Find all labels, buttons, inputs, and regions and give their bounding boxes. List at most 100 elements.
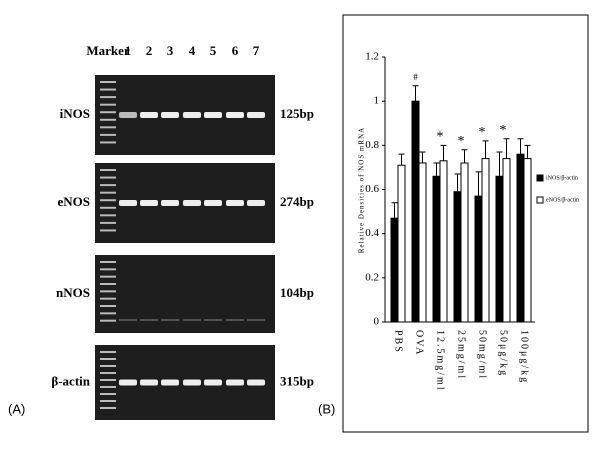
ladder-band <box>100 261 116 263</box>
ladder-band <box>100 133 116 136</box>
significance-marker: * <box>500 123 507 138</box>
lane-label: Marker <box>86 43 130 58</box>
gel-band <box>140 112 158 118</box>
gel-band <box>119 200 137 206</box>
error-bar <box>391 202 398 219</box>
ladder-band <box>100 176 116 179</box>
row-label: eNOS <box>58 194 91 209</box>
significance-marker: * <box>458 134 465 149</box>
ladder-band <box>100 169 116 171</box>
gel-band <box>247 379 265 386</box>
ladder-band <box>100 319 116 322</box>
lane-label: 4 <box>189 43 196 58</box>
gel-band <box>247 112 265 118</box>
x-tick-label: 50μg/kg <box>498 330 509 377</box>
y-axis-label: Relative Densities of NOS mRNA <box>358 127 366 253</box>
ladder-band <box>100 206 116 209</box>
legend-label: eNOS/β-actin <box>546 197 579 203</box>
gel-band <box>183 112 201 118</box>
ladder-band <box>100 126 116 129</box>
ladder-band <box>100 184 116 187</box>
ladder-band <box>100 283 116 285</box>
bar <box>481 158 490 323</box>
y-tick-label: 1 <box>374 95 380 107</box>
ladder-band <box>100 393 116 395</box>
legend-swatch <box>536 196 544 204</box>
gel-band <box>183 379 201 386</box>
x-tick-label: 12.5mg/ml <box>435 330 446 392</box>
error-bar <box>461 149 468 163</box>
size-label: 125bp <box>280 106 314 121</box>
y-tick-label: 1.2 <box>365 51 379 63</box>
error-bar <box>398 153 405 166</box>
bar <box>397 164 406 323</box>
size-label: 274bp <box>280 194 314 209</box>
panel-label: (A) <box>8 401 25 416</box>
significance-marker: # <box>413 72 418 82</box>
panel-b-frame <box>342 14 589 433</box>
gel-image <box>95 255 275 333</box>
error-bar <box>433 162 440 177</box>
error-bar <box>496 151 503 177</box>
gel-band <box>140 319 158 321</box>
ladder-band <box>100 199 116 202</box>
ladder-band <box>100 275 116 278</box>
bar <box>439 160 448 323</box>
row-label: nNOS <box>56 285 90 300</box>
bar <box>390 217 399 323</box>
ladder-band <box>100 358 116 360</box>
lane-label: 6 <box>232 43 239 58</box>
significance-marker: * <box>479 125 486 140</box>
gel-band <box>204 112 222 118</box>
legend-label: iNOS/β-actin <box>546 175 578 181</box>
gel-band <box>247 319 265 321</box>
ladder-band <box>100 305 116 307</box>
gel-band <box>140 379 158 386</box>
x-tick-label: 50mg/ml <box>477 330 488 380</box>
gel-band <box>161 112 179 118</box>
error-bar <box>412 85 419 102</box>
gel-band <box>204 379 222 386</box>
error-bar <box>482 140 489 159</box>
bar <box>516 153 525 323</box>
legend-swatch <box>536 174 544 182</box>
significance-marker: * <box>437 130 444 145</box>
ladder-band <box>100 191 116 194</box>
bar <box>502 158 511 323</box>
gel-band <box>226 200 244 206</box>
ladder-band <box>100 96 116 99</box>
ladder-band <box>100 312 116 315</box>
row-label: β-actin <box>51 373 90 388</box>
ladder-band <box>100 407 116 409</box>
y-tick-label: 0.8 <box>365 139 379 151</box>
size-label: 104bp <box>280 285 314 300</box>
ladder-band <box>100 221 116 224</box>
bar <box>432 175 441 323</box>
ladder-band <box>100 386 116 388</box>
lane-label: 2 <box>146 43 153 58</box>
bar <box>460 162 469 323</box>
ladder-band <box>100 103 116 106</box>
gel-band <box>119 112 137 118</box>
error-bar <box>475 171 482 197</box>
gel-band <box>226 319 244 321</box>
row-label: iNOS <box>60 106 90 121</box>
lane-label: 7 <box>253 43 260 58</box>
y-tick-label: 0 <box>374 316 380 328</box>
x-tick-label: 100μg/kg <box>519 330 530 384</box>
gel-band <box>119 379 137 386</box>
error-bar <box>524 144 531 159</box>
gel-band <box>226 379 244 386</box>
ladder-band <box>100 290 116 293</box>
ladder-band <box>100 400 116 402</box>
bar <box>453 191 462 323</box>
ladder-band <box>100 229 116 232</box>
error-bar <box>517 138 524 155</box>
gel-band <box>183 319 201 321</box>
gel-band <box>140 200 158 206</box>
bar <box>523 158 532 323</box>
error-bar <box>419 151 426 163</box>
error-bar <box>440 144 447 161</box>
ladder-band <box>100 81 116 83</box>
